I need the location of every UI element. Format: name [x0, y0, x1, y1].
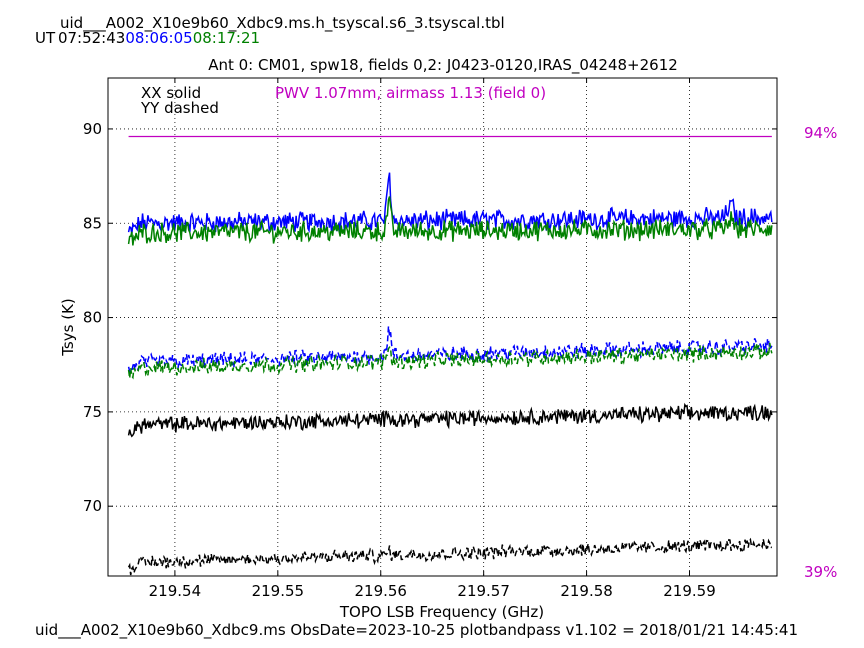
plot-frame [107, 77, 778, 577]
legend-yy: YY dashed [140, 99, 219, 117]
y-tick-label: 90 [83, 120, 102, 138]
series-line-1 [127, 172, 773, 234]
chart-title: Ant 0: CM01, spw18, fields 0,2: J0423-01… [208, 56, 678, 75]
series-line-3 [127, 326, 773, 374]
time-stamp-2: 08:06:05 [125, 29, 193, 47]
right-label-top: 94% [804, 124, 837, 142]
x-axis-label: TOPO LSB Frequency (GHz) [339, 603, 544, 621]
series-line-6 [127, 537, 773, 576]
time-header: UT 07:52:4308:06:0508:17:21 [35, 29, 260, 47]
y-tick-label: 80 [83, 309, 102, 327]
series-line-2 [127, 196, 773, 246]
filename-header: uid___A002_X10e9b60_Xdbc9.ms.h_tsyscal.s… [60, 14, 505, 32]
y-tick-label: 85 [83, 214, 102, 232]
footer-info: uid___A002_X10e9b60_Xdbc9.ms ObsDate=202… [35, 621, 799, 639]
grid-lines [108, 78, 777, 576]
x-tick-label: 219.59 [663, 582, 716, 600]
series-line-4 [127, 342, 773, 380]
x-tick-label: 219.54 [149, 582, 202, 600]
y-axis-label: Tsys (K) [59, 298, 77, 357]
y-tick-label: 70 [83, 497, 102, 515]
x-tick-label: 219.58 [560, 582, 613, 600]
right-label-bottom: 39% [804, 563, 837, 581]
y-tick-label: 75 [83, 403, 102, 421]
time-stamp-1: 07:52:43 [57, 29, 126, 47]
pwv-annotation: PWV 1.07mm, airmass 1.13 (field 0) [275, 84, 546, 102]
x-tick-label: 219.56 [354, 582, 407, 600]
series-line-5 [127, 402, 773, 438]
x-tick-label: 219.55 [252, 582, 305, 600]
time-stamp-3: 08:17:21 [192, 29, 261, 47]
axis-ticks: 219.54 219.55 219.56 219.57 219.58 219.59 70 75… [83, 78, 777, 600]
legend-xx: XX solid [141, 84, 201, 102]
series-layer [127, 135, 773, 576]
x-tick-label: 219.57 [457, 582, 510, 600]
ut-label: UT [35, 29, 56, 47]
